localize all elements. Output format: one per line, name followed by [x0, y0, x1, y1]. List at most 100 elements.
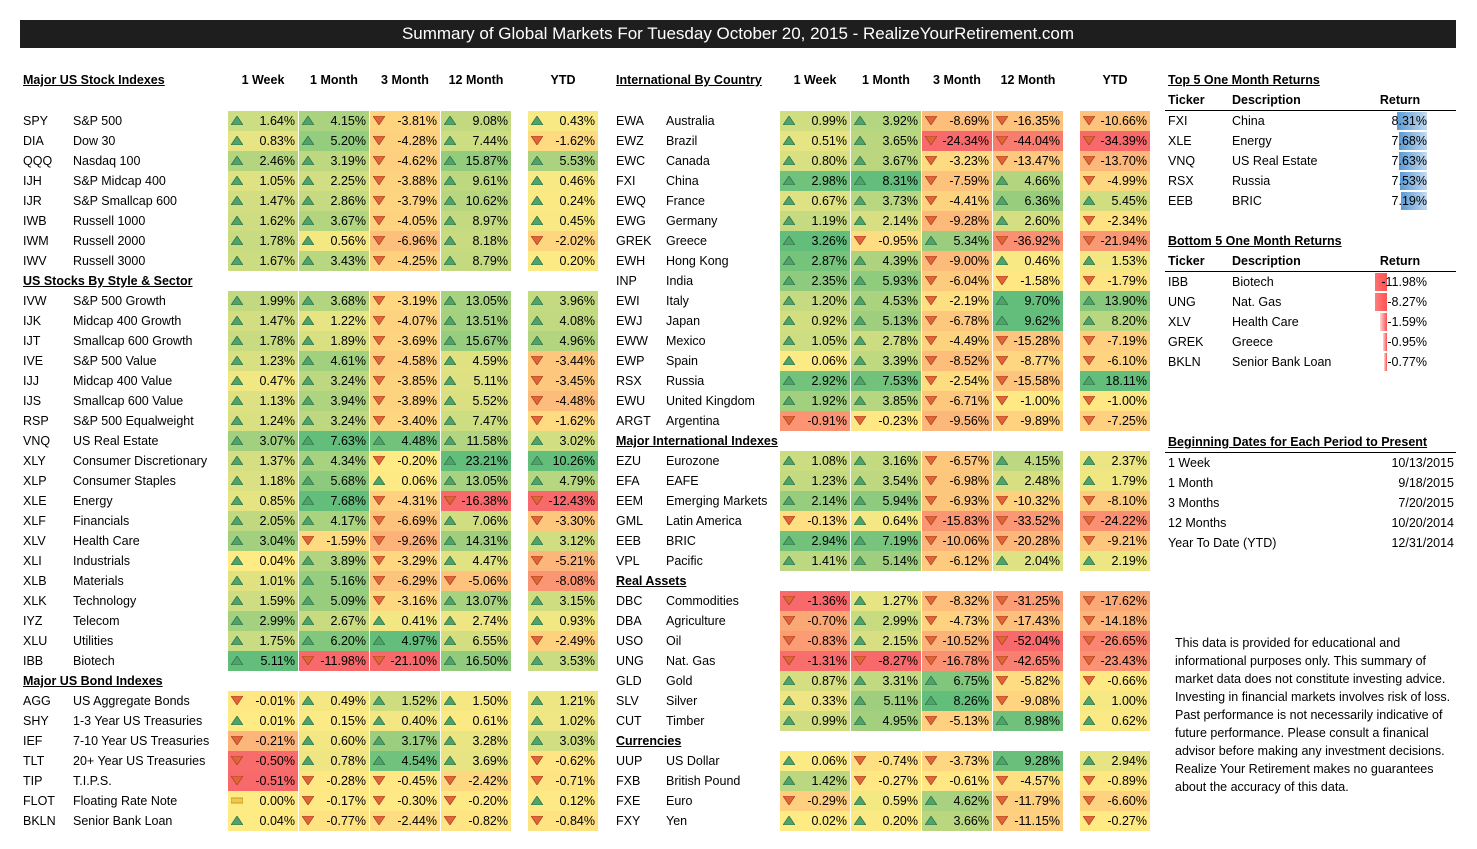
return-cell: -4.49% — [922, 331, 992, 351]
return-cell: -9.08% — [993, 691, 1063, 711]
return-value: 0.20% — [882, 814, 918, 828]
return-value: 1.64% — [259, 114, 295, 128]
bottom5-title: Bottom 5 One Month Returns — [1168, 234, 1342, 248]
etf-description: Health Care — [73, 534, 140, 548]
up-triangle-icon — [231, 536, 243, 545]
up-triangle-icon — [444, 136, 456, 145]
up-triangle-icon — [444, 336, 456, 345]
up-triangle-icon — [231, 316, 243, 325]
return-cell: -42.65% — [993, 651, 1063, 671]
return-cell: -5.13% — [922, 711, 992, 731]
return-value: 3.92% — [882, 114, 918, 128]
return-cell: -24.34% — [922, 131, 992, 151]
return-cell: 3.67% — [299, 211, 369, 231]
etf-description: S&P 500 Equalweight — [73, 414, 194, 428]
return-cell: -11.15% — [993, 811, 1063, 831]
return-value: -4.58% — [397, 354, 437, 368]
return-value: 13.51% — [465, 314, 508, 328]
etf-description: S&P Midcap 400 — [73, 174, 166, 188]
down-triangle-icon — [996, 516, 1008, 525]
up-triangle-icon — [373, 636, 385, 645]
return-value: -8.08% — [555, 574, 595, 588]
down-triangle-icon — [1083, 776, 1095, 785]
return-value: 0.80% — [811, 154, 847, 168]
down-triangle-icon — [996, 796, 1008, 805]
return-cell: -0.91% — [780, 411, 850, 431]
return-value: -44.04% — [1013, 134, 1060, 148]
down-triangle-icon — [925, 256, 937, 265]
return-value: 8.79% — [472, 254, 508, 268]
up-triangle-icon — [302, 576, 314, 585]
return-cell: 1.78% — [228, 231, 298, 251]
return-cell: 13.07% — [441, 591, 511, 611]
return-cell: 4.62% — [922, 791, 992, 811]
return-cell: -4.58% — [370, 351, 440, 371]
return-value: -14.18% — [1100, 614, 1147, 628]
etf-description: Silver — [666, 694, 698, 708]
return-value: -3.73% — [949, 754, 989, 768]
etf-ticker: IJS — [23, 394, 42, 408]
return-value: 5.11% — [260, 654, 295, 668]
return-value: -2.02% — [555, 234, 595, 248]
down-triangle-icon — [925, 556, 937, 565]
return-cell: -1.62% — [528, 411, 598, 431]
down-triangle-icon — [531, 136, 543, 145]
return-value: 3.03% — [559, 734, 595, 748]
return-cell: -21.10% — [370, 651, 440, 671]
return-value: -0.45% — [397, 774, 437, 788]
up-triangle-icon — [925, 696, 937, 705]
disclaimer-text: This data is provided for educational an… — [1175, 636, 1451, 794]
return-cell: 0.24% — [528, 191, 598, 211]
return-cell: 3.02% — [528, 431, 598, 451]
up-triangle-icon — [854, 476, 866, 485]
return-value: 7.68% — [330, 494, 366, 508]
up-triangle-icon — [231, 136, 243, 145]
etf-description: Mexico — [666, 334, 706, 348]
return-value: -31.25% — [1013, 594, 1060, 608]
return-cell: 2.98% — [780, 171, 850, 191]
etf-ticker: EFA — [616, 474, 640, 488]
return-cell: 4.53% — [851, 291, 921, 311]
return-cell: 1.21% — [528, 691, 598, 711]
up-triangle-icon — [231, 236, 243, 245]
up-triangle-icon — [444, 196, 456, 205]
return-cell: -3.79% — [370, 191, 440, 211]
return-cell: 1.05% — [780, 331, 850, 351]
return-value: -9.00% — [949, 254, 989, 268]
return-cell: 10.26% — [528, 451, 598, 471]
return-value: 7.68% — [1391, 134, 1427, 148]
etf-ticker: XLY — [23, 454, 46, 468]
down-triangle-icon — [925, 616, 937, 625]
return-value: -6.57% — [949, 454, 989, 468]
etf-description: Japan — [666, 314, 701, 328]
return-cell: -13.47% — [993, 151, 1063, 171]
return-value: -33.52% — [1013, 514, 1060, 528]
return-value: -5.06% — [468, 574, 508, 588]
return-cell: -2.19% — [922, 291, 992, 311]
return-cell: -0.23% — [851, 411, 921, 431]
return-cell: 0.60% — [299, 731, 369, 751]
return-cell: 13.05% — [441, 471, 511, 491]
down-triangle-icon — [996, 596, 1008, 605]
return-value: -6.04% — [949, 274, 989, 288]
up-triangle-icon — [854, 336, 866, 345]
down-triangle-icon — [1083, 336, 1095, 345]
return-cell: 1.42% — [780, 771, 850, 791]
down-triangle-icon — [925, 636, 937, 645]
down-triangle-icon — [373, 536, 385, 545]
period-label: Year To Date (YTD) — [1168, 536, 1277, 550]
up-triangle-icon — [444, 596, 456, 605]
return-value: 4.95% — [882, 714, 918, 728]
up-triangle-icon — [854, 516, 866, 525]
return-cell: 5.34% — [922, 231, 992, 251]
return-cell: -3.73% — [922, 751, 992, 771]
description: Biotech — [1232, 275, 1274, 289]
return-cell: 3.03% — [528, 731, 598, 751]
return-cell: 0.04% — [228, 811, 298, 831]
return-cell: 9.62% — [993, 311, 1063, 331]
return-cell: -0.29% — [780, 791, 850, 811]
etf-ticker: IEF — [23, 734, 43, 748]
return-cell: -15.58% — [993, 371, 1063, 391]
return-value: -20.28% — [1013, 534, 1060, 548]
down-triangle-icon — [1083, 596, 1095, 605]
